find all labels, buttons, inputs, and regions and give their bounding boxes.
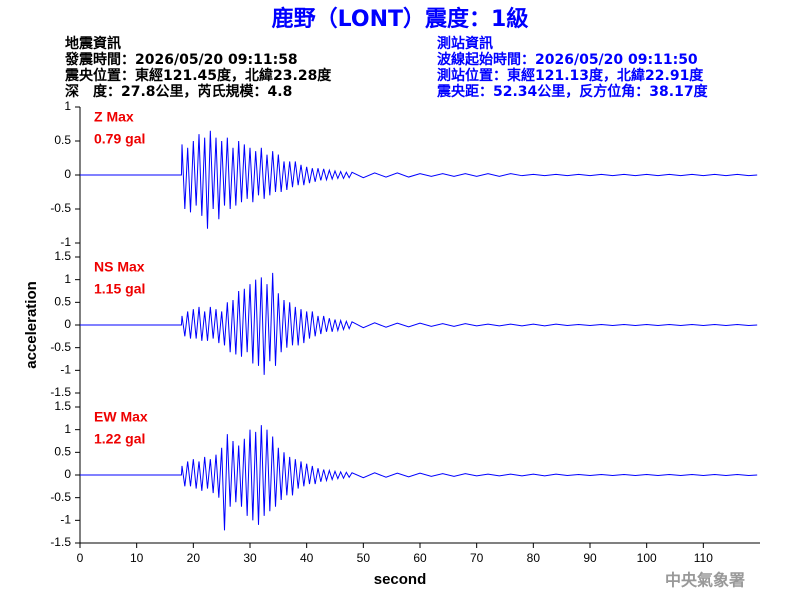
y-tick-label: -0.5 <box>50 490 71 504</box>
x-tick-label: 40 <box>300 551 314 565</box>
info-line: 震央距：52.34公里，反方位角：38.17度 <box>436 83 709 100</box>
panel-label: EW Max <box>94 409 148 425</box>
info-line: 波線起始時間：2026/05/20 09:11:50 <box>437 51 698 68</box>
panel-annotation: 1.22 gal <box>94 431 145 447</box>
x-tick-label: 70 <box>470 551 484 565</box>
x-axis-label: second <box>374 571 427 588</box>
x-tick-label: 80 <box>527 551 541 565</box>
panel-annotation: 0.79 gal <box>94 131 145 147</box>
waveform <box>80 425 758 531</box>
y-tick-label: 0 <box>64 467 71 481</box>
info-line: 測站資訊 <box>437 35 493 52</box>
info-line: 發震時間：2026/05/20 09:11:58 <box>64 51 298 68</box>
chart-title: 鹿野（LONT）震度：1級 <box>272 6 529 32</box>
y-tick-label: -0.5 <box>50 340 71 354</box>
y-tick-label: 0.5 <box>54 445 71 459</box>
y-tick-label: 0.5 <box>54 133 71 147</box>
x-tick-label: 60 <box>413 551 427 565</box>
footer: 中央氣象署 <box>665 571 745 590</box>
y-tick-label: -0.5 <box>50 201 71 215</box>
info-line: 測站位置：東經121.13度，北緯22.91度 <box>437 67 704 84</box>
waveform <box>80 272 758 375</box>
y-tick-label: -1 <box>60 235 71 249</box>
x-tick-label: 50 <box>357 551 371 565</box>
waveform <box>80 130 758 229</box>
x-tick-label: 20 <box>187 551 201 565</box>
y-tick-label: 1.5 <box>54 249 71 263</box>
panel-annotation: 1.15 gal <box>94 281 145 297</box>
panel-label: NS Max <box>94 259 145 275</box>
x-tick-label: 90 <box>583 551 597 565</box>
info-line: 深 度：27.8公里，芮氏規模：4.8 <box>65 83 292 100</box>
y-tick-label: 0 <box>64 167 71 181</box>
x-tick-label: 110 <box>694 551 713 565</box>
y-tick-label: 1 <box>64 272 71 286</box>
info-line: 地震資訊 <box>65 35 121 52</box>
x-tick-label: 30 <box>243 551 257 565</box>
y-tick-label: 1 <box>64 99 71 113</box>
y-tick-label: 1 <box>64 422 71 436</box>
x-tick-label: 10 <box>130 551 144 565</box>
y-tick-label: -1 <box>60 363 71 377</box>
y-tick-label: -1.5 <box>50 535 71 549</box>
y-tick-label: 1.5 <box>54 399 71 413</box>
x-tick-label: 100 <box>637 551 657 565</box>
panel-label: Z Max <box>94 109 134 125</box>
x-tick-label: 0 <box>77 551 84 565</box>
y-tick-label: -1 <box>60 513 71 527</box>
info-line: 震央位置：東經121.45度，北緯23.28度 <box>64 67 332 84</box>
y-tick-label: 0 <box>64 317 71 331</box>
y-axis-label: acceleration <box>23 281 40 369</box>
y-tick-label: 0.5 <box>54 295 71 309</box>
y-tick-label: -1.5 <box>50 385 71 399</box>
